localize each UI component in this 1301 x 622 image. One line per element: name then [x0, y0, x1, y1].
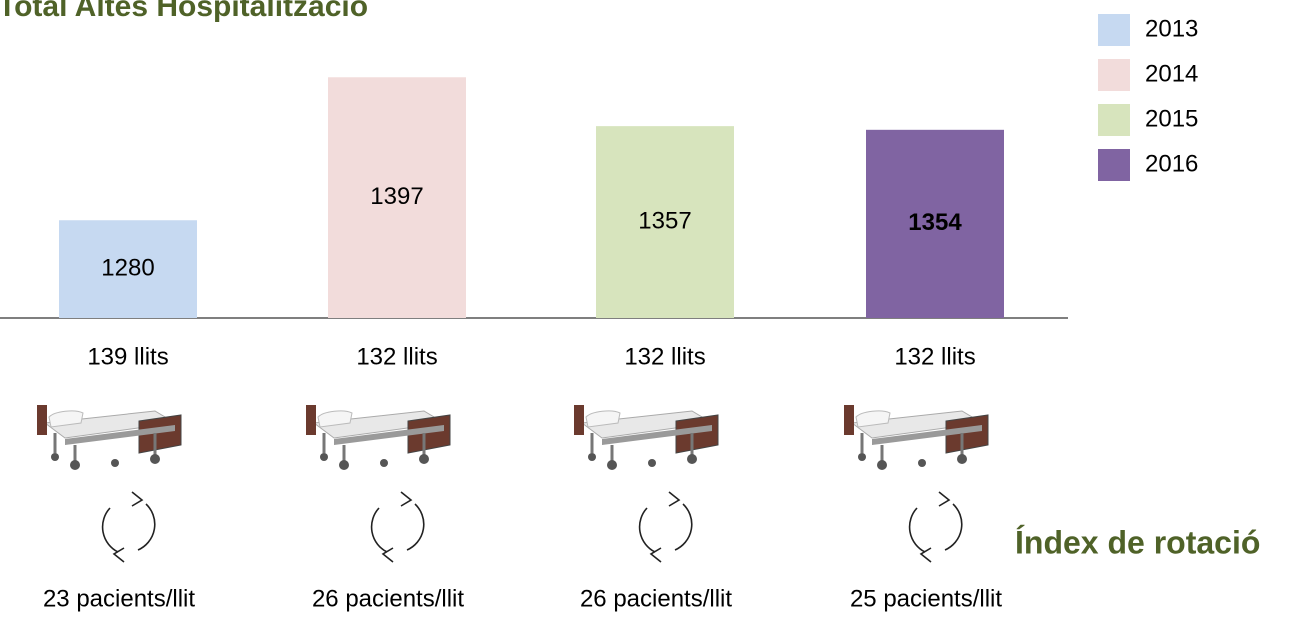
rotation-title: Índex de rotació	[1015, 524, 1260, 560]
legend-label: 2014	[1145, 60, 1198, 87]
bed-label: 132 llits	[894, 343, 975, 370]
legend-label: 2016	[1145, 150, 1198, 177]
bed-icon	[842, 403, 990, 472]
rotation-icon	[638, 491, 693, 563]
chart-title: Total Altes Hospitalització	[0, 0, 368, 23]
bed-icon	[572, 403, 720, 472]
bar	[328, 77, 466, 319]
legend-swatch	[1098, 104, 1130, 136]
value-label: 1397	[370, 183, 423, 210]
bed-icon	[304, 403, 452, 472]
bed-icon	[35, 403, 183, 472]
legend-swatch	[1098, 149, 1130, 181]
value-label: 1357	[638, 207, 691, 234]
rotation-label: 26 pacients/llit	[312, 585, 464, 612]
bar	[59, 220, 197, 318]
rotation-label: 25 pacients/llit	[850, 585, 1002, 612]
bed-label: 139 llits	[87, 343, 168, 370]
legend-swatch	[1098, 14, 1130, 46]
bed-label: 132 llits	[356, 343, 437, 370]
rotation-label: 23 pacients/llit	[43, 585, 195, 612]
rotation-label: 26 pacients/llit	[580, 585, 732, 612]
legend-label: 2015	[1145, 105, 1198, 132]
value-label: 1280	[101, 254, 154, 281]
bar	[866, 129, 1004, 318]
legend-swatch	[1098, 59, 1130, 91]
bed-label: 132 llits	[624, 343, 705, 370]
rotation-icon	[101, 491, 156, 563]
legend-label: 2013	[1145, 15, 1198, 42]
rotation-icon	[908, 491, 963, 563]
bar	[596, 126, 734, 318]
rotation-icon	[370, 491, 425, 563]
value-label: 1354	[908, 209, 962, 236]
